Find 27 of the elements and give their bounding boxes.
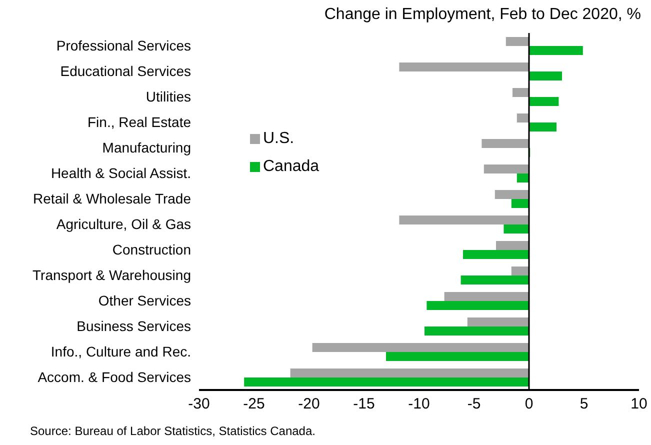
y-tick-label: Manufacturing bbox=[102, 140, 191, 156]
y-tick-label: Utilities bbox=[146, 88, 191, 105]
y-tick-label: Professional Services bbox=[56, 38, 191, 54]
x-tick-label: 5 bbox=[580, 396, 588, 413]
x-tick-label: -15 bbox=[353, 396, 375, 413]
x-tick-label: -30 bbox=[188, 396, 210, 413]
x-tick-label: -5 bbox=[467, 396, 481, 413]
x-tick-label: 0 bbox=[524, 396, 534, 413]
legend-label: Canada bbox=[263, 157, 320, 177]
source-note: Source: Bureau of Labor Statistics, Statistics Canada. bbox=[30, 424, 316, 438]
y-tick-label: Fin., Real Estate bbox=[88, 114, 192, 130]
x-tick-label: -10 bbox=[408, 396, 430, 413]
y-tick-label: Agriculture, Oil & Gas bbox=[56, 216, 191, 232]
y-tick-label: Retail & Wholesale Trade bbox=[33, 190, 192, 207]
y-tick-label: Other Services bbox=[98, 292, 191, 309]
y-tick-label: Transport & Warehousing bbox=[32, 267, 191, 284]
y-tick-label: Educational Services bbox=[60, 63, 191, 80]
y-tick-label: Construction bbox=[112, 242, 191, 258]
x-tick-label: 10 bbox=[630, 396, 648, 413]
legend-label: U.S. bbox=[263, 129, 294, 149]
chart-title: Change in Employment, Feb to Dec 2020, % bbox=[324, 6, 641, 24]
y-tick-label: Health & Social Assist. bbox=[50, 165, 191, 182]
y-tick-label: Info., Culture and Rec. bbox=[50, 344, 191, 360]
y-tick-label: Accom. & Food Services bbox=[38, 369, 191, 386]
x-tick-label: -20 bbox=[298, 396, 320, 413]
y-tick-label: Business Services bbox=[76, 318, 191, 334]
x-tick-label: -25 bbox=[243, 396, 265, 413]
